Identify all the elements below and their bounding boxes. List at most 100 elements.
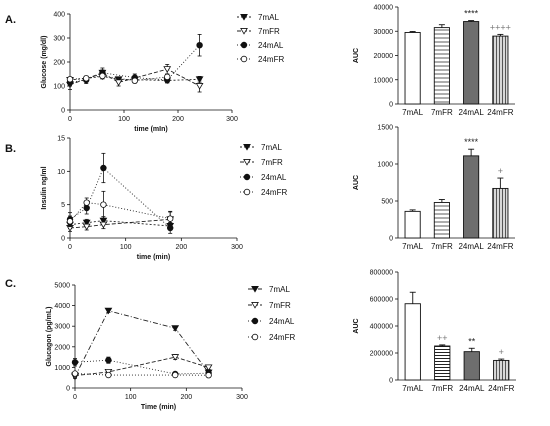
legend-label: 7mAL [269, 285, 290, 294]
x-tick-label: 300 [236, 394, 248, 401]
y-tick-label: 30000 [374, 29, 394, 36]
legend-label: 24mAL [269, 317, 295, 326]
y-axis-label: AUC [353, 48, 360, 63]
x-tick-label: 7mFR [431, 384, 453, 393]
legend-label: 24mFR [269, 333, 295, 342]
legend-label: 7mAL [258, 13, 279, 22]
data-point [71, 359, 79, 366]
y-tick-label: 400 [53, 12, 65, 19]
legend-marker [243, 173, 251, 181]
data-point [66, 218, 74, 225]
data-point [100, 201, 107, 208]
data-point [163, 73, 171, 81]
y-tick-label: 0 [61, 108, 65, 115]
y-tick-label: 200 [53, 60, 65, 67]
legend-label: 24mFR [258, 55, 284, 64]
y-tick-label: 10 [57, 169, 65, 176]
data-point [196, 42, 203, 49]
series-line-7mFR [74, 356, 209, 377]
legend-marker [243, 144, 251, 151]
y-tick-label: 0 [61, 236, 65, 243]
data-point [114, 79, 123, 87]
panel-letter-b: B. [5, 143, 16, 155]
x-tick-label: 300 [226, 116, 238, 123]
data-point [83, 199, 90, 206]
data-point [82, 75, 90, 82]
legend-marker [251, 333, 259, 341]
y-tick-label: 800000 [370, 270, 393, 277]
bar-7mAL [404, 210, 421, 239]
x-tick-label: 24mAL [458, 242, 484, 251]
series-line-7mAL [69, 220, 171, 227]
bar-7mFR [433, 27, 450, 105]
x-tick-label: 0 [73, 394, 77, 401]
x-tick-label: 7mAL [402, 384, 423, 393]
legend-label: 24mAL [258, 41, 284, 50]
bar-24mAL [463, 155, 480, 239]
legend-marker [240, 28, 248, 35]
x-tick-label: 7mAL [402, 242, 423, 251]
data-point [105, 371, 112, 379]
series-line-24mAL [69, 167, 171, 229]
x-axis-label: time (mIn) [134, 126, 167, 133]
y-tick-label: 400000 [370, 324, 393, 331]
y-tick-label: 200000 [370, 351, 393, 358]
y-axis-label: Insulin ng/ml [41, 166, 48, 209]
y-tick-label: 100 [53, 84, 65, 91]
data-point [66, 76, 74, 83]
y-tick-label: 5 [61, 202, 65, 209]
data-point [131, 77, 138, 84]
x-tick-label: 24mAL [459, 384, 485, 393]
y-tick-label: 3000 [54, 324, 70, 331]
x-tick-label: 24mAL [458, 108, 484, 117]
significance-label: ++++ [490, 22, 511, 32]
x-tick-label: 100 [125, 394, 137, 401]
significance-label: ** [468, 336, 476, 346]
data-point [105, 356, 112, 364]
bar-7mAL [404, 303, 421, 381]
x-tick-label: 300 [231, 244, 243, 251]
significance-label: + [498, 166, 503, 176]
x-tick-label: 7mAL [402, 108, 423, 117]
x-tick-label: 100 [120, 244, 132, 251]
legend-marker [251, 317, 259, 325]
legend-marker [243, 188, 251, 196]
data-point [204, 364, 213, 372]
y-tick-label: 20000 [374, 53, 394, 60]
x-tick-label: 100 [118, 116, 130, 123]
y-tick-label: 1500 [377, 125, 393, 132]
series-line-24mAL [74, 359, 209, 375]
bar-7mAL [404, 32, 421, 105]
series-line-7mAL [74, 310, 209, 377]
series-line-24mFR [69, 202, 171, 222]
y-tick-label: 15 [57, 136, 65, 143]
y-tick-label: 40000 [374, 5, 394, 12]
legend-label: 7mAL [261, 143, 282, 152]
legend-label: 7mFR [261, 158, 283, 167]
y-tick-label: 10000 [374, 77, 394, 84]
significance-label: **** [464, 137, 479, 147]
x-tick-label: 7mFR [431, 242, 453, 251]
x-tick-label: 24mFR [487, 108, 513, 117]
data-point [205, 372, 212, 379]
bar-24mAL [463, 21, 480, 105]
data-point [195, 83, 204, 90]
data-point [99, 221, 108, 229]
x-tick-label: 200 [175, 244, 187, 251]
bar-7mFR [434, 345, 451, 381]
y-tick-label: 5000 [54, 283, 70, 290]
bar-24mFR [492, 35, 509, 105]
legend-label: 24mAL [261, 173, 287, 182]
legend-label: 7mFR [269, 301, 291, 310]
data-point [82, 219, 91, 227]
panel-letter-c: C. [5, 278, 16, 290]
significance-label: **** [464, 9, 479, 19]
y-axis-label: Glucose (mg/dl) [41, 36, 48, 89]
y-axis-label: Glucagon (pg/mL) [46, 307, 53, 367]
bar-24mFR [492, 187, 509, 239]
data-point [104, 307, 113, 315]
significance-label: + [499, 347, 504, 357]
y-tick-label: 1000 [377, 162, 393, 169]
series-line-7mFR [69, 68, 200, 87]
